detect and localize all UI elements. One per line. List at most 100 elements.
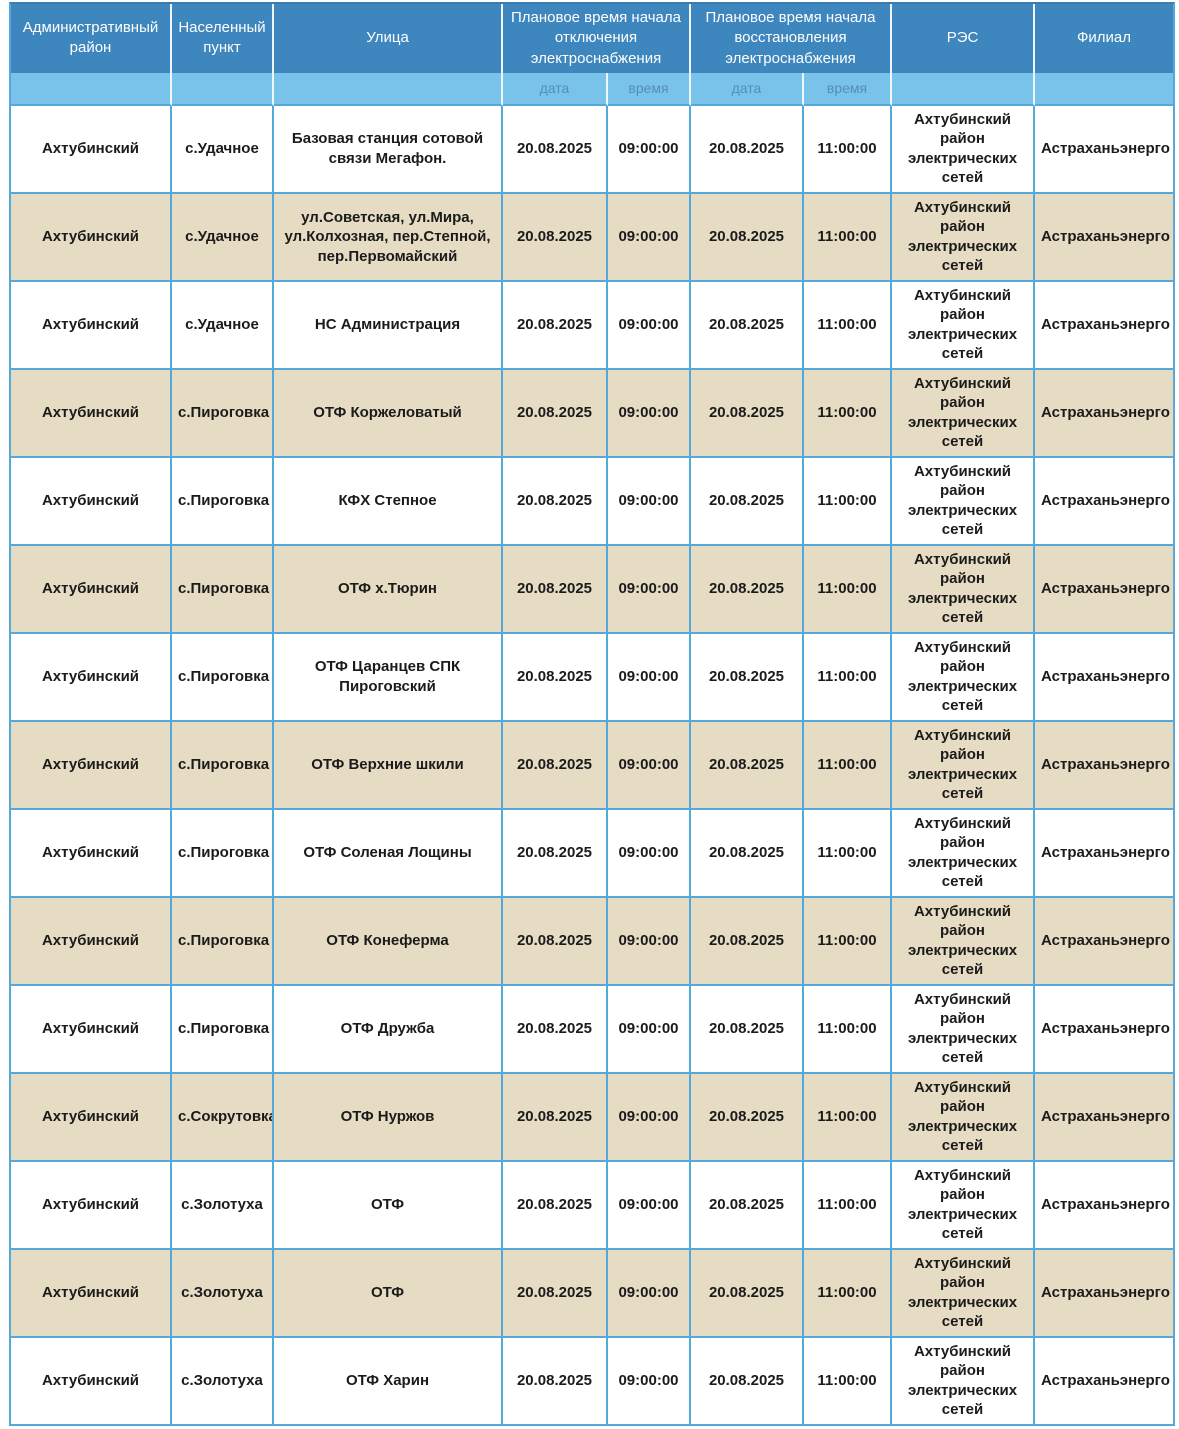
cell-outage-date: 20.08.2025 [503,1337,608,1424]
cell-outage-time: 09:00:00 [608,1161,691,1250]
cell-restore-time: 11:00:00 [804,1073,892,1162]
cell-restore-time: 11:00:00 [804,721,892,810]
cell-outage-date: 20.08.2025 [503,281,608,370]
cell-restore-date: 20.08.2025 [691,1073,804,1162]
cell-outage-time: 09:00:00 [608,457,691,546]
cell-street: ОТФ Дружба [274,985,503,1074]
cell-restore-date: 20.08.2025 [691,457,804,546]
table-row: Ахтубинский с.Золотуха ОТФ 20.08.2025 09… [11,1249,1173,1338]
table-row: Ахтубинский с.Пироговка ОТФ Дружба 20.08… [11,985,1173,1074]
cell-district: Ахтубинский [11,193,172,282]
cell-street: ОТФ Коржеловатый [274,369,503,458]
cell-restore-date: 20.08.2025 [691,545,804,634]
cell-branch: Астраханьэнерго [1035,369,1173,458]
cell-district: Ахтубинский [11,105,172,194]
cell-restore-date: 20.08.2025 [691,105,804,194]
cell-branch: Астраханьэнерго [1035,897,1173,986]
col-header-district: Административный район [11,4,172,73]
cell-outage-time: 09:00:00 [608,545,691,634]
cell-outage-date: 20.08.2025 [503,1073,608,1162]
cell-branch: Астраханьэнерго [1035,1249,1173,1338]
table-row: Ахтубинский с.Золотуха ОТФ Харин 20.08.2… [11,1337,1173,1424]
cell-street: ОТФ Нуржов [274,1073,503,1162]
col-header-res: РЭС [892,4,1035,73]
cell-restore-date: 20.08.2025 [691,985,804,1074]
cell-res: Ахтубинский район электрических сетей [892,1161,1035,1250]
cell-outage-time: 09:00:00 [608,809,691,898]
cell-restore-date: 20.08.2025 [691,369,804,458]
cell-restore-date: 20.08.2025 [691,633,804,722]
cell-res: Ахтубинский район электрических сетей [892,545,1035,634]
header-row-main: Административный район Населенный пункт … [11,4,1173,73]
table-row: Ахтубинский с.Пироговка ОТФ Коржеловатый… [11,369,1173,458]
cell-branch: Астраханьэнерго [1035,1161,1173,1250]
subheader-spacer [892,72,1035,106]
cell-district: Ахтубинский [11,369,172,458]
cell-restore-time: 11:00:00 [804,105,892,194]
outage-schedule-table: Административный район Населенный пункт … [9,2,1175,1426]
cell-outage-date: 20.08.2025 [503,1249,608,1338]
cell-restore-time: 11:00:00 [804,369,892,458]
cell-restore-date: 20.08.2025 [691,721,804,810]
cell-outage-time: 09:00:00 [608,1073,691,1162]
cell-res: Ахтубинский район электрических сетей [892,809,1035,898]
cell-district: Ахтубинский [11,721,172,810]
subheader-spacer [274,72,503,106]
cell-res: Ахтубинский район электрических сетей [892,105,1035,194]
cell-street: ул.Советская, ул.Мира, ул.Колхозная, пер… [274,193,503,282]
cell-restore-date: 20.08.2025 [691,809,804,898]
cell-restore-time: 11:00:00 [804,809,892,898]
cell-outage-time: 09:00:00 [608,897,691,986]
cell-settlement: с.Удачное [172,193,274,282]
cell-branch: Астраханьэнерго [1035,633,1173,722]
cell-outage-date: 20.08.2025 [503,809,608,898]
subheader-restore-time: время [804,72,892,106]
cell-outage-date: 20.08.2025 [503,721,608,810]
cell-street: ОТФ Верхние шкили [274,721,503,810]
cell-settlement: с.Пироговка [172,545,274,634]
cell-settlement: с.Пироговка [172,633,274,722]
subheader-outage-date: дата [503,72,608,106]
cell-branch: Астраханьэнерго [1035,721,1173,810]
cell-res: Ахтубинский район электрических сетей [892,897,1035,986]
cell-restore-date: 20.08.2025 [691,1249,804,1338]
col-header-outage-start-group: Плановое время начала отключения электро… [503,4,691,73]
cell-res: Ахтубинский район электрических сетей [892,985,1035,1074]
subheader-spacer [1035,72,1173,106]
cell-district: Ахтубинский [11,545,172,634]
cell-settlement: с.Пироговка [172,985,274,1074]
cell-outage-date: 20.08.2025 [503,1161,608,1250]
cell-settlement: с.Пироговка [172,809,274,898]
cell-branch: Астраханьэнерго [1035,105,1173,194]
cell-district: Ахтубинский [11,809,172,898]
cell-restore-time: 11:00:00 [804,1161,892,1250]
cell-outage-date: 20.08.2025 [503,985,608,1074]
subheader-outage-time: время [608,72,691,106]
cell-restore-date: 20.08.2025 [691,897,804,986]
cell-street: ОТФ Соленая Лощины [274,809,503,898]
cell-district: Ахтубинский [11,1073,172,1162]
cell-restore-time: 11:00:00 [804,281,892,370]
cell-outage-date: 20.08.2025 [503,545,608,634]
cell-restore-date: 20.08.2025 [691,281,804,370]
cell-restore-time: 11:00:00 [804,457,892,546]
cell-restore-time: 11:00:00 [804,1337,892,1424]
cell-branch: Астраханьэнерго [1035,545,1173,634]
cell-branch: Астраханьэнерго [1035,193,1173,282]
cell-restore-date: 20.08.2025 [691,1161,804,1250]
cell-settlement: с.Пироговка [172,897,274,986]
table-row: Ахтубинский с.Удачное ул.Советская, ул.М… [11,193,1173,282]
cell-restore-time: 11:00:00 [804,633,892,722]
cell-res: Ахтубинский район электрических сетей [892,369,1035,458]
cell-street: НС Администрация [274,281,503,370]
table-row: Ахтубинский с.Пироговка ОТФ Конеферма 20… [11,897,1173,986]
cell-branch: Астраханьэнерго [1035,1073,1173,1162]
table-header: Административный район Населенный пункт … [11,4,1173,106]
table-row: Ахтубинский с.Пироговка ОТФ Верхние шкил… [11,721,1173,810]
cell-street: ОТФ х.Тюрин [274,545,503,634]
cell-district: Ахтубинский [11,1161,172,1250]
header-row-sub: дата время дата время [11,72,1173,106]
cell-res: Ахтубинский район электрических сетей [892,193,1035,282]
cell-street: ОТФ Конеферма [274,897,503,986]
cell-outage-time: 09:00:00 [608,105,691,194]
